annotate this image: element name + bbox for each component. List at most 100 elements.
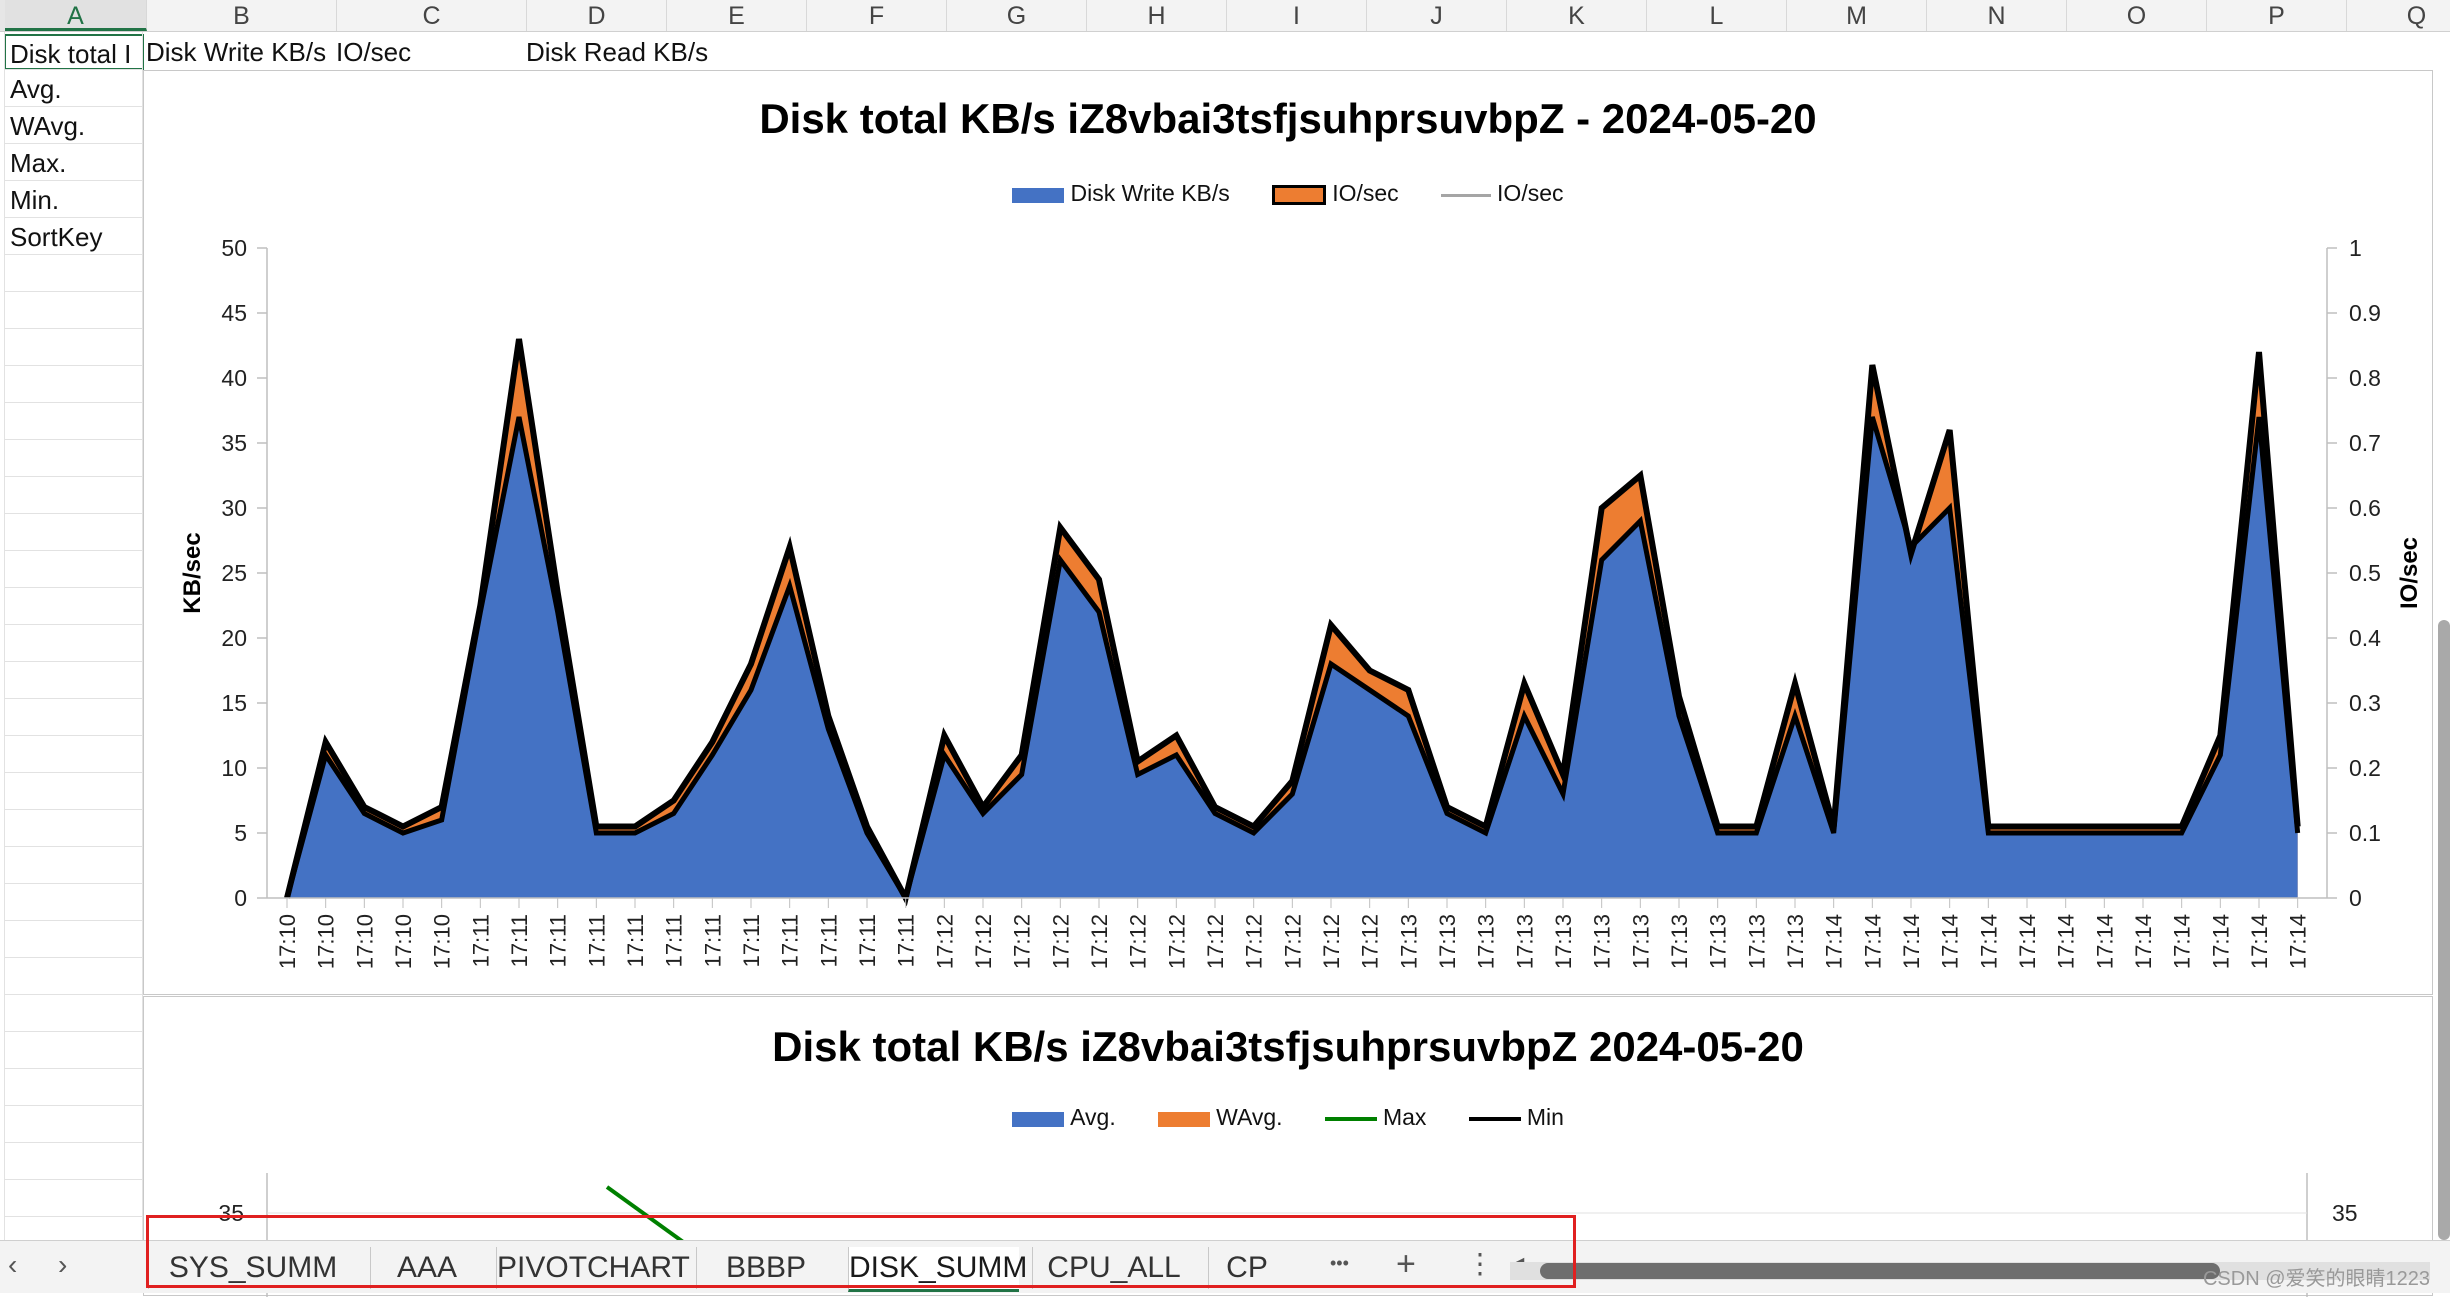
row-label-min[interactable]: Min. <box>10 185 60 215</box>
x-tick-label: 17:10 <box>430 914 455 969</box>
column-header-e[interactable]: E <box>667 0 807 31</box>
sheet-tab-cpu-all[interactable]: CPU_ALL <box>1032 1247 1195 1289</box>
column-header-o[interactable]: O <box>2067 0 2207 31</box>
sheet-tab-sys-summ[interactable]: SYS_SUMM <box>148 1247 357 1289</box>
row-gridline <box>5 957 142 958</box>
x-tick-label: 17:14 <box>2054 914 2079 969</box>
tab-highlight-annotation <box>146 1215 1576 1288</box>
row-gridline <box>5 328 142 329</box>
worksheet-grid[interactable]: Disk total I Disk Write KB/s IO/sec Disk… <box>0 32 2450 1291</box>
x-tick-label: 17:14 <box>2286 914 2311 969</box>
sheet-tab-pivotchart[interactable]: PIVOTCHART <box>496 1247 690 1289</box>
column-header-i[interactable]: I <box>1227 0 1367 31</box>
x-tick-label: 17:11 <box>584 914 609 967</box>
row-gridline <box>5 809 142 810</box>
row-label-wavg[interactable]: WAvg. <box>10 111 86 141</box>
row-gridline <box>5 217 142 218</box>
column-header-k[interactable]: K <box>1507 0 1647 31</box>
column-header-g[interactable]: G <box>947 0 1087 31</box>
x-tick-label: 17:11 <box>546 914 571 967</box>
x-tick-label: 17:12 <box>1358 914 1383 969</box>
x-tick-label: 17:14 <box>2247 914 2272 969</box>
x-tick-label: 17:13 <box>1474 914 1499 969</box>
chart-title: Disk total KB/s iZ8vbai3tsfjsuhprsuvbpZ … <box>759 95 1817 142</box>
select-all-corner[interactable] <box>0 0 5 31</box>
sheet-menu-icon[interactable]: ⋮ <box>1466 1248 1494 1279</box>
y2-tick-label: 1 <box>2349 235 2362 261</box>
legend-swatch-green-line <box>1324 1117 1377 1122</box>
row-gridline <box>5 439 142 440</box>
x-tick-label: 17:12 <box>1280 914 1305 969</box>
column-header-n[interactable]: N <box>1927 0 2067 31</box>
more-tabs-icon[interactable]: ••• <box>1330 1253 1349 1273</box>
y-tick-label: 40 <box>221 365 247 391</box>
legend-swatch-orange <box>1158 1111 1211 1127</box>
row-gridline <box>5 513 142 514</box>
x-tick-label: 17:12 <box>1319 914 1344 969</box>
sheet-tab-aaa[interactable]: AAA <box>370 1247 483 1289</box>
column-gridline <box>4 32 5 1240</box>
column-header-p[interactable]: P <box>2207 0 2347 31</box>
disk-write-series-area <box>287 417 2298 898</box>
row-gridline <box>5 772 142 773</box>
column-header-h[interactable]: H <box>1087 0 1227 31</box>
y-tick-label: 25 <box>221 560 247 586</box>
y-tick-label: 30 <box>221 495 247 521</box>
x-tick-label: 17:10 <box>275 914 300 969</box>
column-header-f[interactable]: F <box>807 0 947 31</box>
column-header-d[interactable]: D <box>527 0 667 31</box>
column-header-l[interactable]: L <box>1647 0 1787 31</box>
row-gridline <box>5 1216 142 1217</box>
legend-item-wavg: WAvg. <box>1158 1104 1283 1131</box>
x-tick-label: 17:11 <box>739 914 764 967</box>
column-header-a[interactable]: A <box>5 0 147 31</box>
row-gridline <box>5 1105 142 1106</box>
row-gridline <box>5 1068 142 1069</box>
column-header-b[interactable]: B <box>147 0 337 31</box>
row-gridline <box>5 1142 142 1143</box>
cell-a1[interactable]: Disk total I <box>4 34 144 70</box>
y-tick-label: 15 <box>221 690 247 716</box>
sheet-tab-cp[interactable]: CP <box>1208 1247 1285 1289</box>
y2-tick-label: 0 <box>2349 885 2362 911</box>
x-tick-label: 17:14 <box>2170 914 2195 969</box>
sheet-tab-bbbp[interactable]: BBBP <box>696 1247 835 1289</box>
vertical-scroll-thumb[interactable] <box>2438 620 2450 1240</box>
legend-swatch-blue <box>1012 1111 1065 1127</box>
row-label-avg[interactable]: Avg. <box>10 74 62 104</box>
x-tick-label: 17:12 <box>1048 914 1073 969</box>
x-tick-label: 17:11 <box>855 914 880 967</box>
x-tick-label: 17:14 <box>1822 914 1847 969</box>
disk-total-chart[interactable]: Disk total KB/s iZ8vbai3tsfjsuhprsuvbpZ … <box>143 70 2433 995</box>
row-gridline <box>5 143 142 144</box>
row-label-max[interactable]: Max. <box>10 148 67 178</box>
cell-d1[interactable]: Disk Read KB/s <box>526 37 709 67</box>
y-tick-label: 0 <box>234 885 247 911</box>
row-label-sortkey[interactable]: SortKey <box>10 222 103 252</box>
tab-scroll-left-icon[interactable]: ‹ <box>8 1249 18 1280</box>
x-tick-label: 17:14 <box>1860 914 1885 969</box>
sheet-tab-disk-summ[interactable]: DISK_SUMM <box>848 1247 1027 1292</box>
column-header-j[interactable]: J <box>1367 0 1507 31</box>
tab-scroll-right-icon[interactable]: › <box>58 1249 68 1280</box>
column-header-c[interactable]: C <box>337 0 527 31</box>
legend-label: WAvg. <box>1216 1104 1283 1131</box>
column-header-q[interactable]: Q <box>2347 0 2450 31</box>
cell-b1[interactable]: Disk Write KB/s <box>146 37 327 67</box>
x-tick-label: 17:11 <box>778 914 803 967</box>
column-header-m[interactable]: M <box>1787 0 1927 31</box>
y2-tick-label: 0.2 <box>2349 755 2381 781</box>
horizontal-scroll-thumb[interactable] <box>1540 1263 2220 1279</box>
add-sheet-icon[interactable]: + <box>1396 1245 1416 1283</box>
row-gridline <box>5 624 142 625</box>
cell-c1[interactable]: IO/sec <box>336 37 412 67</box>
legend-label: IO/sec <box>1497 180 1564 207</box>
y-tick-label: 35 <box>218 1200 244 1226</box>
row-gridline <box>5 550 142 551</box>
legend-item-min: Min <box>1468 1104 1564 1131</box>
legend-item-max: Max <box>1324 1104 1426 1131</box>
x-tick-label: 17:12 <box>1087 914 1112 969</box>
row-gridline <box>5 846 142 847</box>
x-tick-label: 17:10 <box>352 914 377 969</box>
